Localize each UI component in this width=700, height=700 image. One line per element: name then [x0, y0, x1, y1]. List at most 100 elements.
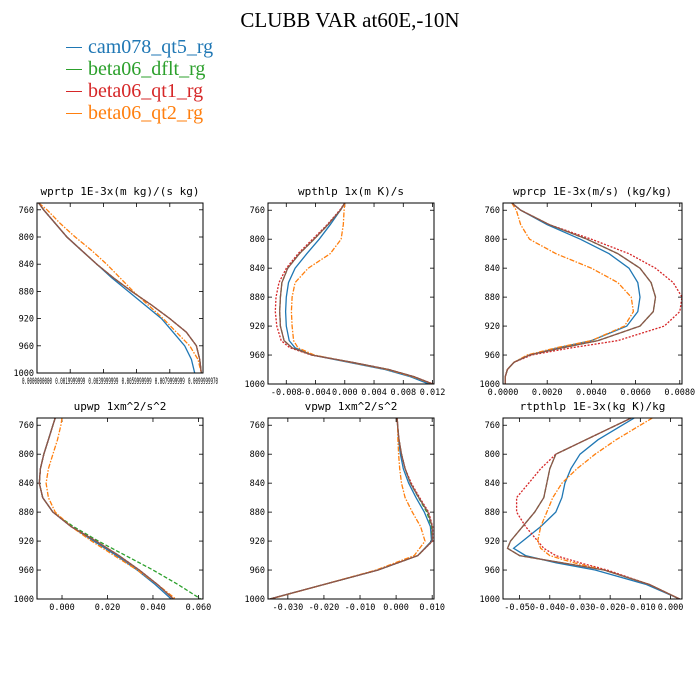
y-tick-label: 1000 [245, 595, 265, 605]
x-tick-label: 0.000 [332, 388, 358, 398]
panel-title: vpwp 1xm^2/s^2 [305, 400, 398, 413]
series-line-beta06_dflt_rg [506, 418, 680, 599]
y-tick-label: 920 [250, 322, 265, 332]
panel-title: rtpthlp 1E-3x(kg K)/kg [520, 400, 666, 413]
series-line-beta06_qt1_rg [504, 203, 682, 384]
x-tick-label: 0.0000000000 [22, 377, 52, 387]
x-tick-label: -0.030 [272, 603, 303, 613]
series-line-extra_line [38, 203, 202, 373]
y-tick-label: 920 [250, 537, 265, 547]
series-line-beta06_qt2_rg [537, 418, 680, 599]
x-tick-label: 0.0019999999 [55, 377, 85, 387]
x-tick-label: 0.0020 [532, 388, 563, 398]
series-line-beta06_qt1_rg [515, 418, 680, 599]
x-tick-label: -0.050 [504, 603, 535, 613]
x-tick-label: -0.010 [345, 603, 376, 613]
y-tick-label: 840 [250, 479, 265, 489]
x-tick-label: -0.040 [534, 603, 565, 613]
y-tick-label: 800 [485, 450, 500, 460]
y-tick-label: 960 [19, 566, 34, 576]
panel-2: wpthlp 1x(m K)/s 760 800 840 880 920 960 1000 -0… [245, 185, 446, 398]
series-line-cam078_qt5_rg [38, 203, 196, 373]
panel-5: vpwp 1xm^2/s^2 760 800 840 880 920 960 1000 -0.0… [245, 400, 445, 613]
panel-title: wprcp 1E-3x(m/s) (kg/kg) [513, 185, 672, 198]
y-tick-label: 880 [485, 293, 500, 303]
x-tick-label: 0.0080 [664, 388, 695, 398]
series-line-beta06_qt1_rg [38, 203, 202, 373]
y-tick-label: 880 [250, 508, 265, 518]
y-tick-label: 1000 [480, 380, 500, 390]
y-tick-label: 880 [19, 508, 34, 518]
series-group [38, 418, 202, 599]
y-tick-label: 960 [250, 566, 265, 576]
x-tick-label: -0.008 [271, 388, 302, 398]
x-tick-label: 0.000 [658, 603, 684, 613]
y-tick-label: 800 [250, 450, 265, 460]
series-group [506, 418, 680, 599]
legend-item: beta06_qt1_rg [66, 80, 213, 102]
y-tick-label: 760 [250, 206, 265, 216]
y-tick-label: 840 [250, 264, 265, 274]
y-tick-label: 840 [19, 479, 34, 489]
panel-4: upwp 1xm^2/s^2 760 800 840 880 920 960 1000 0.00… [14, 400, 212, 613]
y-tick-label: 840 [19, 260, 34, 270]
y-tick-label: 840 [485, 264, 500, 274]
y-tick-label: 920 [485, 537, 500, 547]
y-tick-label: 800 [19, 450, 34, 460]
series-line-beta06_qt1_rg [274, 203, 434, 384]
legend-swatch [66, 90, 82, 92]
series-line-beta06_qt2_rg [38, 203, 202, 373]
y-tick-label: 1000 [14, 369, 34, 379]
series-line-extra_line [504, 203, 657, 384]
x-tick-label: 0.0059999999 [122, 377, 152, 387]
series-line-beta06_dflt_rg [269, 418, 433, 599]
series-line-beta06_qt1_rg [269, 418, 434, 599]
x-tick-label: 0.060 [186, 603, 212, 613]
plot-frame [502, 417, 683, 600]
y-tick-label: 920 [19, 537, 34, 547]
series-line-cam078_qt5_rg [38, 418, 172, 599]
series-line-beta06_dflt_rg [38, 203, 202, 373]
x-tick-label: 0.0060 [620, 388, 651, 398]
y-tick-label: 800 [250, 235, 265, 245]
x-tick-label: -0.020 [309, 603, 340, 613]
y-tick-label: 960 [250, 351, 265, 361]
x-tick-label: -0.004 [300, 388, 331, 398]
figure-title: CLUBB VAR at60E,-10N [240, 8, 460, 32]
panel-1: wprtp 1E-3x(m kg)/(s kg) 760 800 840 880 920 9… [14, 185, 218, 387]
y-tick-label: 960 [19, 342, 34, 352]
legend-item: cam078_qt5_rg [66, 36, 213, 58]
panel-3: wprcp 1E-3x(m/s) (kg/kg) 760 800 840 880 920 9… [480, 185, 696, 398]
y-tick-label: 920 [485, 322, 500, 332]
x-tick-label: 0.000 [49, 603, 75, 613]
y-tick-label: 800 [19, 233, 34, 243]
y-tick-label: 920 [19, 315, 34, 325]
y-tick-label: 1000 [245, 380, 265, 390]
x-tick-label: 0.0000 [488, 388, 519, 398]
x-tick-label: 0.0039999999 [88, 377, 118, 387]
y-tick-label: 800 [485, 235, 500, 245]
series-line-cam078_qt5_rg [512, 418, 680, 599]
legend-label: beta06_qt2_rg [88, 102, 204, 124]
series-line-beta06_qt2_rg [290, 203, 433, 384]
legend-swatch [66, 68, 82, 70]
series-line-cam078_qt5_rg [269, 418, 433, 599]
legend-swatch [66, 46, 82, 48]
x-tick-label: 0.020 [95, 603, 121, 613]
y-tick-label: 880 [250, 293, 265, 303]
legend-label: beta06_qt1_rg [88, 80, 204, 102]
y-tick-label: 760 [485, 421, 500, 431]
panel-title: wpthlp 1x(m K)/s [298, 185, 404, 198]
series-line-extra_line [269, 418, 433, 599]
plot-frame [267, 417, 435, 600]
x-tick-label: 0.000 [383, 603, 409, 613]
x-tick-label: 0.040 [140, 603, 166, 613]
x-tick-label: 0.004 [361, 388, 387, 398]
y-tick-label: 960 [485, 566, 500, 576]
series-line-extra_line [38, 418, 174, 599]
series-group [274, 203, 434, 384]
y-tick-label: 880 [19, 287, 34, 297]
panel-6: rtpthlp 1E-3x(kg K)/kg 760 800 840 880 920 960… [480, 400, 684, 613]
x-tick-label: 0.0079999999 [155, 377, 185, 387]
